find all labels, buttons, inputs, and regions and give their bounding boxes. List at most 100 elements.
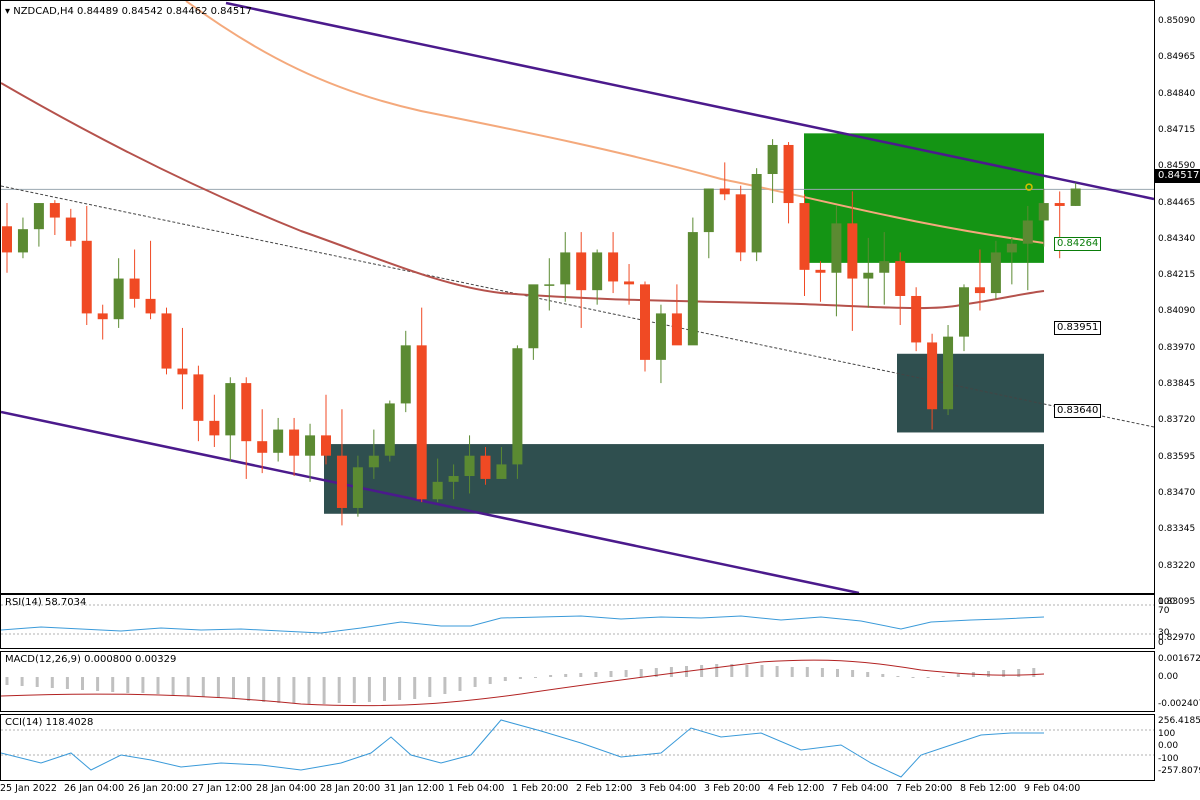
- candle-body[interactable]: [544, 284, 555, 286]
- candle-body[interactable]: [113, 278, 124, 320]
- candle-body[interactable]: [608, 252, 619, 282]
- candle-body[interactable]: [671, 313, 682, 346]
- candle-body[interactable]: [17, 229, 28, 253]
- cci-pane[interactable]: CCI(14) 118.4028: [0, 714, 1155, 781]
- candle-body[interactable]: [321, 435, 331, 456]
- candle-body[interactable]: [974, 287, 985, 294]
- candle-body[interactable]: [65, 217, 76, 241]
- rsi-pane[interactable]: RSI(14) 58.7034: [0, 594, 1155, 649]
- candle-body[interactable]: [895, 261, 906, 296]
- macd-histogram-bar: [5, 677, 9, 685]
- candle-body[interactable]: [512, 348, 523, 465]
- candle-body[interactable]: [592, 252, 603, 291]
- supply-zone-green[interactable]: [804, 133, 1044, 263]
- candle-body[interactable]: [177, 368, 188, 375]
- demand-zone-upper[interactable]: [897, 353, 1044, 433]
- candle-body[interactable]: [49, 203, 60, 218]
- candle-body[interactable]: [560, 252, 571, 285]
- candle-body[interactable]: [448, 476, 459, 482]
- price-chart-svg[interactable]: [1, 1, 1154, 593]
- candle-body[interactable]: [289, 429, 300, 456]
- candle-body[interactable]: [368, 455, 379, 468]
- macd-histogram-bar: [851, 670, 855, 677]
- macd-histogram-bar: [443, 677, 447, 694]
- candle-body[interactable]: [225, 383, 236, 436]
- candle-body[interactable]: [655, 313, 666, 360]
- macd-histogram-bar: [745, 665, 749, 677]
- candle-body[interactable]: [273, 429, 284, 453]
- macd-histogram-bar: [367, 677, 371, 702]
- candle-body[interactable]: [863, 272, 874, 279]
- dashed-trendline[interactable]: [1, 185, 1154, 428]
- channel-lower-line[interactable]: [1, 410, 860, 593]
- candle-body[interactable]: [464, 455, 475, 477]
- candle-body[interactable]: [81, 240, 92, 314]
- candle-body[interactable]: [751, 174, 762, 253]
- macd-histogram-bar: [987, 671, 990, 677]
- channel-upper-line[interactable]: [225, 1, 1154, 201]
- macd-histogram-bar: [715, 664, 719, 677]
- candle-body[interactable]: [193, 374, 204, 421]
- zone-top-price-label: 0.84264: [1054, 237, 1102, 251]
- candle-body[interactable]: [33, 203, 44, 230]
- ma-fast-line: [185, 1, 1045, 244]
- candle-body[interactable]: [2, 226, 12, 253]
- macd-level-bottom: -0.002407: [1158, 699, 1200, 709]
- candle-body[interactable]: [703, 188, 714, 233]
- candle-body[interactable]: [336, 455, 347, 508]
- candle-body[interactable]: [735, 194, 746, 253]
- candle-body[interactable]: [1054, 203, 1065, 206]
- demand-zone-lower[interactable]: [324, 444, 1044, 514]
- candle-body[interactable]: [911, 295, 922, 343]
- macd-histogram-bar: [216, 677, 220, 698]
- candle-body[interactable]: [943, 336, 954, 410]
- macd-histogram-bar: [700, 665, 704, 677]
- collapse-triangle-icon[interactable]: ▾: [5, 6, 11, 17]
- candle-body[interactable]: [432, 481, 443, 500]
- candle-body[interactable]: [97, 313, 108, 320]
- candle-body[interactable]: [352, 467, 363, 508]
- candle-body[interactable]: [640, 284, 650, 360]
- candle-body[interactable]: [1022, 220, 1033, 244]
- macd-histogram-bar: [624, 670, 628, 677]
- candle-body[interactable]: [624, 281, 635, 285]
- candle-body[interactable]: [1070, 188, 1081, 206]
- candle-body[interactable]: [129, 278, 140, 299]
- candle-body[interactable]: [815, 269, 826, 273]
- candle-body[interactable]: [209, 420, 220, 436]
- candle-body[interactable]: [384, 403, 395, 456]
- candle-body[interactable]: [145, 298, 156, 314]
- candle-body[interactable]: [576, 252, 587, 291]
- macd-histogram-bar: [820, 668, 824, 677]
- candle-body[interactable]: [783, 144, 794, 204]
- macd-histogram-bar: [171, 677, 175, 695]
- macd-pane[interactable]: MACD(12,26,9) 0.000800 0.00329: [0, 651, 1155, 712]
- time-tick-label: 9 Feb 04:00: [1024, 783, 1081, 794]
- candle-body[interactable]: [959, 287, 969, 337]
- candle-body[interactable]: [927, 342, 938, 410]
- macd-histogram-bar: [337, 677, 341, 703]
- candle-body[interactable]: [799, 203, 810, 270]
- candle-body[interactable]: [719, 188, 730, 195]
- candle-body[interactable]: [480, 455, 491, 479]
- candle-body[interactable]: [990, 252, 1001, 294]
- candle-body[interactable]: [767, 144, 778, 175]
- candle-body[interactable]: [831, 223, 842, 273]
- candle-body[interactable]: [847, 223, 858, 279]
- candle-body[interactable]: [496, 464, 507, 479]
- candle-body[interactable]: [257, 441, 268, 453]
- candle-body[interactable]: [1006, 243, 1017, 253]
- macd-histogram-bar: [896, 676, 900, 677]
- macd-histogram-bar: [398, 677, 402, 700]
- candle-body[interactable]: [879, 261, 890, 273]
- price-pane[interactable]: ▾ NZDCAD,H4 0.84489 0.84542 0.84462 0.84…: [0, 0, 1155, 594]
- candle-body[interactable]: [687, 232, 698, 346]
- candle-body[interactable]: [305, 435, 316, 456]
- candle-body[interactable]: [528, 284, 539, 349]
- candle-body[interactable]: [400, 345, 411, 404]
- candle-body[interactable]: [416, 345, 427, 500]
- alert-marker-icon[interactable]: [1025, 183, 1033, 191]
- candle-body[interactable]: [1038, 203, 1049, 221]
- candle-body[interactable]: [161, 313, 172, 369]
- candle-body[interactable]: [241, 383, 252, 442]
